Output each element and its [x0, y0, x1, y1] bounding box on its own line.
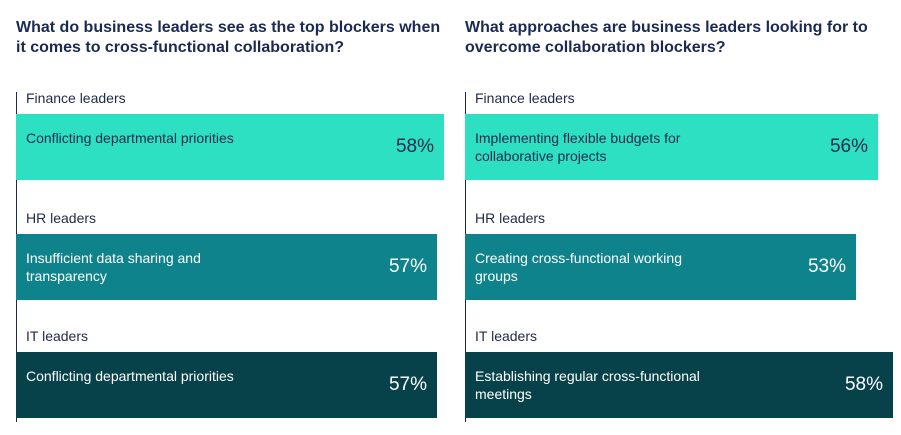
- bar-label: Establishing regular cross-functional me…: [475, 368, 700, 402]
- group-label: IT leaders: [475, 328, 537, 344]
- bar: Creating cross-functional working groups…: [465, 234, 856, 300]
- bar: Conflicting departmental priorities 57%: [16, 352, 437, 418]
- bar-label: Conflicting departmental priorities: [26, 368, 234, 384]
- bar: Implementing flexible budgets for collab…: [465, 114, 878, 180]
- bar-value: 58%: [395, 136, 434, 157]
- bar-label: Conflicting departmental priorities: [26, 130, 234, 146]
- right-chart-title: What approaches are business leaders loo…: [465, 19, 868, 56]
- bar-value: 57%: [388, 256, 427, 277]
- group-label: HR leaders: [26, 210, 97, 226]
- bar: Conflicting departmental priorities 58%: [16, 114, 444, 180]
- bar-value: 53%: [807, 256, 846, 277]
- group-label: HR leaders: [475, 210, 546, 226]
- group-label: Finance leaders: [475, 90, 575, 106]
- bar-label: Insufficient data sharing and transparen…: [26, 250, 201, 284]
- bar-value: 57%: [388, 374, 427, 395]
- left-chart-panel: What do business leaders see as the top …: [16, 0, 446, 435]
- bar-label: Creating cross-functional working groups: [475, 250, 682, 284]
- bar: Establishing regular cross-functional me…: [465, 352, 893, 418]
- left-chart-title: What do business leaders see as the top …: [16, 19, 441, 56]
- bar-label: Implementing flexible budgets for collab…: [475, 130, 681, 164]
- bar: Insufficient data sharing and transparen…: [16, 234, 437, 300]
- group-label: Finance leaders: [26, 90, 126, 106]
- bar-value: 58%: [844, 374, 883, 395]
- right-chart-panel: What approaches are business leaders loo…: [465, 0, 895, 435]
- group-label: IT leaders: [26, 328, 88, 344]
- bar-value: 56%: [829, 136, 868, 157]
